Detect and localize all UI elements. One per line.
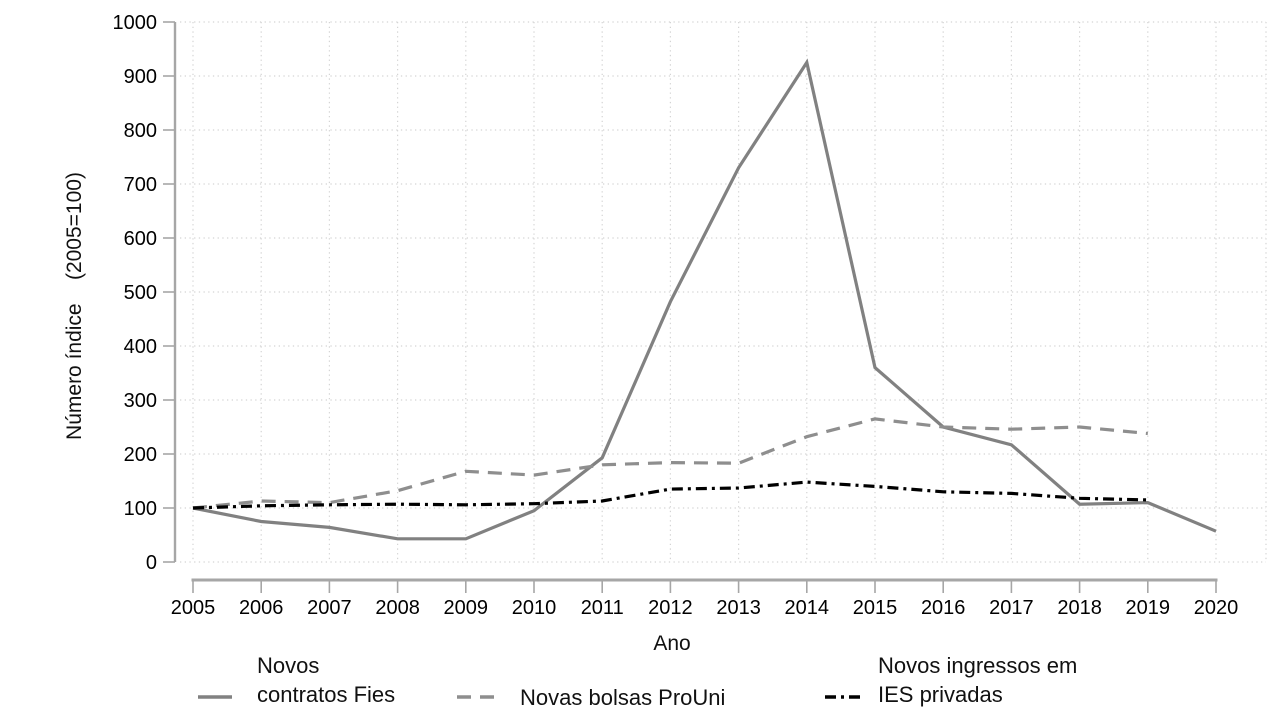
x-tick-label: 2014 [785, 597, 830, 619]
x-axis-title: Ano [653, 632, 691, 655]
x-tick-label: 2005 [171, 597, 216, 619]
x-tick-label: 2012 [648, 597, 693, 619]
x-tick-label: 2011 [581, 597, 624, 619]
y-tick-label: 1000 [113, 12, 158, 34]
x-tick-label: 2006 [239, 597, 284, 619]
series-line-1 [192, 417, 1148, 510]
x-tick-label: 2016 [921, 597, 966, 619]
y-tick-label: 200 [124, 444, 157, 466]
series-line-0 [192, 58, 1217, 541]
y-tick-label: 500 [124, 282, 157, 304]
y-tick-label: 300 [124, 390, 157, 412]
y-axis-title: Número índice (2005=100) [63, 172, 86, 440]
y-tick-label: 100 [124, 498, 157, 520]
x-tick-label: 2019 [1126, 597, 1171, 619]
x-tick-label: 2009 [444, 597, 489, 619]
x-tick-label: 2018 [1057, 597, 1102, 619]
x-tick-label: 2013 [716, 597, 761, 619]
y-tick-label: 600 [124, 228, 157, 250]
x-tick-label: 2010 [512, 597, 557, 619]
y-tick-label: 800 [124, 120, 157, 142]
y-tick-label: 700 [124, 174, 157, 196]
x-tick-label: 2008 [375, 597, 420, 619]
x-tick-label: 2007 [307, 597, 352, 619]
series-line-2 [192, 480, 1148, 510]
x-tick-label: 2017 [989, 597, 1034, 619]
x-tick-label: 2015 [853, 597, 898, 619]
y-tick-label: 0 [146, 552, 157, 574]
x-tick-label: 2020 [1194, 597, 1239, 619]
y-tick-label: 900 [124, 66, 157, 88]
y-tick-label: 400 [124, 336, 157, 358]
